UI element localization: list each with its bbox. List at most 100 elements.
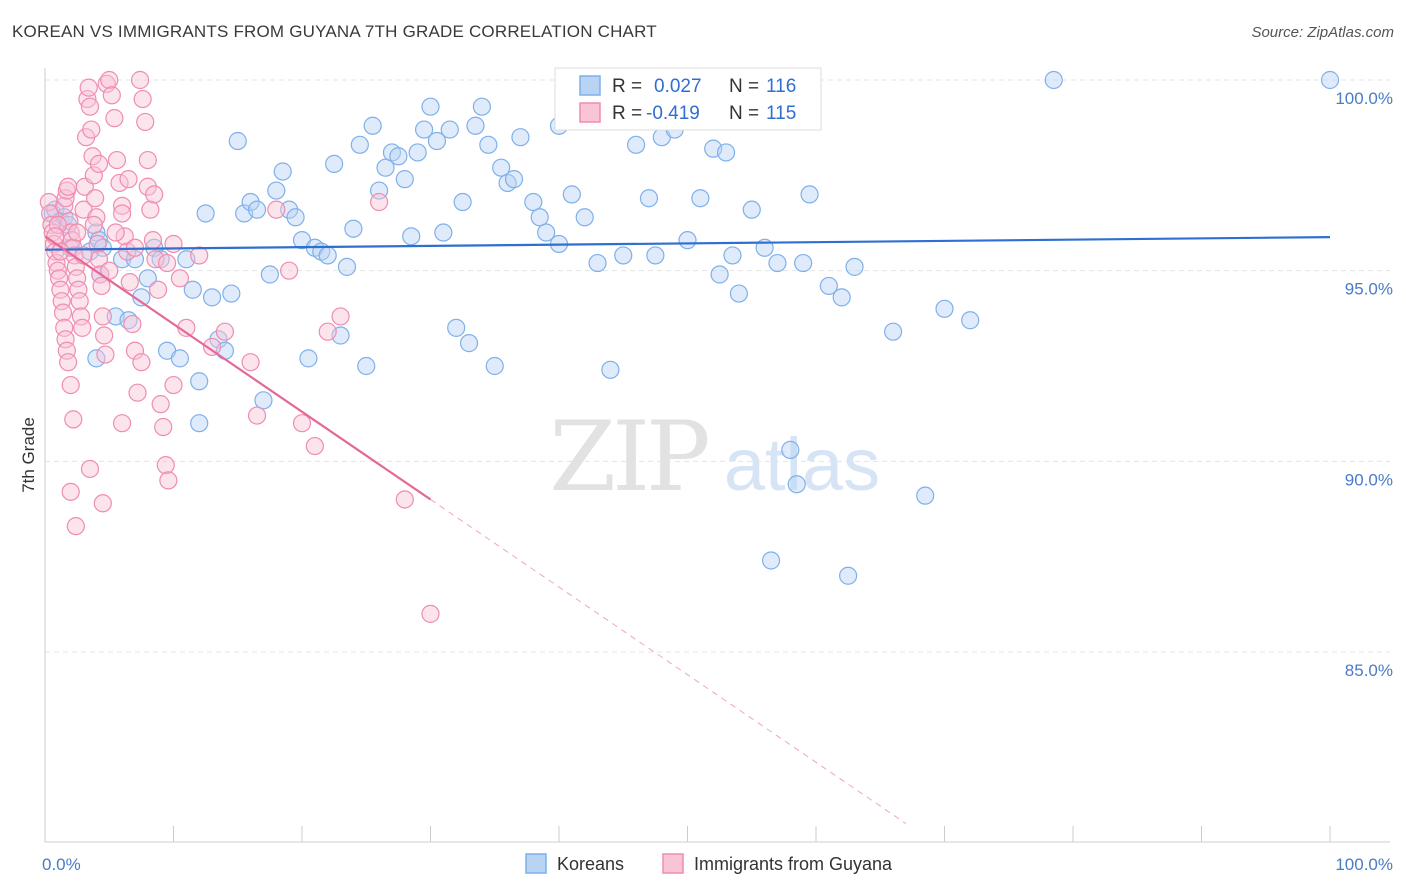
watermark-zip: ZIP bbox=[549, 401, 708, 513]
legend-r-value-koreans: 0.027 bbox=[654, 76, 702, 97]
data-point bbox=[61, 375, 80, 395]
bottom-legend-swatch-koreans[interactable] bbox=[525, 853, 547, 874]
data-point bbox=[318, 246, 337, 265]
data-point bbox=[485, 356, 504, 376]
data-point bbox=[363, 116, 382, 135]
data-point bbox=[80, 459, 100, 479]
data-point bbox=[331, 307, 350, 326]
source-label: Source: ZipAtlas.com bbox=[1251, 24, 1394, 41]
data-point bbox=[916, 486, 935, 505]
legend-row-koreans: R = 0.027 N = 116 bbox=[579, 75, 796, 97]
data-point bbox=[95, 326, 114, 345]
data-point bbox=[280, 261, 299, 280]
data-point bbox=[646, 246, 665, 265]
data-point bbox=[164, 234, 183, 254]
data-point bbox=[70, 292, 89, 311]
bottom-legend-label-guyana[interactable]: Immigrants from Guyana bbox=[694, 854, 893, 874]
data-point bbox=[427, 131, 447, 151]
data-point bbox=[639, 189, 659, 208]
data-point bbox=[84, 166, 103, 185]
data-point bbox=[115, 227, 134, 246]
data-point bbox=[80, 97, 100, 116]
data-point bbox=[492, 158, 511, 177]
data-point bbox=[241, 353, 260, 372]
data-point bbox=[154, 417, 173, 437]
y-tick-label: 95.0% bbox=[1345, 280, 1393, 299]
data-point bbox=[209, 330, 228, 349]
data-point bbox=[222, 284, 241, 303]
legend-n-value-koreans: 116 bbox=[766, 76, 796, 97]
data-point bbox=[247, 200, 267, 219]
data-point bbox=[691, 189, 710, 208]
data-point bbox=[132, 353, 151, 372]
data-point bbox=[710, 265, 729, 284]
data-point bbox=[151, 395, 170, 414]
data-point bbox=[459, 334, 479, 353]
data-point bbox=[138, 177, 157, 196]
data-point bbox=[761, 551, 781, 570]
data-point bbox=[357, 356, 376, 376]
data-point bbox=[414, 120, 434, 139]
data-point bbox=[337, 257, 357, 276]
data-point bbox=[376, 158, 395, 177]
watermark-atlas: atlas bbox=[724, 423, 880, 506]
data-point bbox=[318, 322, 337, 341]
data-point bbox=[42, 215, 61, 235]
data-point bbox=[133, 89, 152, 109]
data-point bbox=[575, 208, 594, 227]
data-point bbox=[89, 154, 109, 173]
bottom-legend-swatch-guyana[interactable] bbox=[662, 853, 684, 874]
data-point bbox=[87, 349, 106, 368]
data-point bbox=[53, 303, 73, 322]
data-point bbox=[84, 215, 103, 235]
data-point bbox=[61, 482, 80, 501]
data-point bbox=[157, 253, 177, 273]
chart-title: KOREAN VS IMMIGRANTS FROM GUYANA 7TH GRA… bbox=[12, 22, 657, 41]
data-point bbox=[190, 372, 209, 391]
data-point bbox=[112, 414, 132, 433]
data-point bbox=[794, 253, 813, 273]
data-point bbox=[504, 170, 524, 189]
x-tick-labels: 0.0% 100.0% bbox=[42, 855, 1393, 874]
data-point bbox=[267, 200, 286, 219]
data-point bbox=[511, 128, 530, 147]
data-point bbox=[280, 200, 299, 219]
bottom-legend-label-koreans[interactable]: Koreans bbox=[557, 854, 624, 874]
data-point bbox=[136, 112, 155, 132]
y-tick-label: 100.0% bbox=[1335, 89, 1393, 108]
data-point bbox=[723, 246, 742, 265]
data-point bbox=[1320, 70, 1340, 90]
legend-n-value-guyana: 115 bbox=[766, 103, 796, 124]
data-point bbox=[273, 162, 292, 181]
data-point bbox=[59, 177, 78, 196]
data-point bbox=[678, 231, 697, 250]
data-point bbox=[146, 250, 165, 269]
data-point bbox=[466, 116, 485, 135]
data-point bbox=[228, 131, 247, 151]
data-point bbox=[781, 440, 800, 459]
data-point bbox=[421, 604, 440, 623]
legend-n-label: N = bbox=[729, 76, 759, 97]
data-point bbox=[408, 143, 427, 162]
data-point bbox=[537, 223, 556, 242]
data-point bbox=[260, 265, 279, 284]
data-point bbox=[93, 307, 112, 326]
legend-swatch-koreans bbox=[579, 75, 601, 96]
data-point bbox=[123, 314, 142, 334]
trend-line-extension bbox=[430, 499, 907, 825]
data-point bbox=[143, 231, 163, 250]
data-point bbox=[82, 120, 101, 139]
data-point bbox=[395, 170, 414, 189]
data-point bbox=[56, 189, 75, 208]
data-point bbox=[125, 341, 145, 360]
data-point bbox=[68, 223, 87, 242]
data-point bbox=[614, 246, 633, 265]
data-point bbox=[447, 318, 466, 337]
data-point bbox=[299, 349, 318, 368]
data-point bbox=[241, 192, 260, 212]
data-point bbox=[190, 246, 209, 265]
data-point bbox=[286, 208, 305, 227]
data-point bbox=[479, 135, 498, 154]
data-point bbox=[96, 345, 115, 364]
